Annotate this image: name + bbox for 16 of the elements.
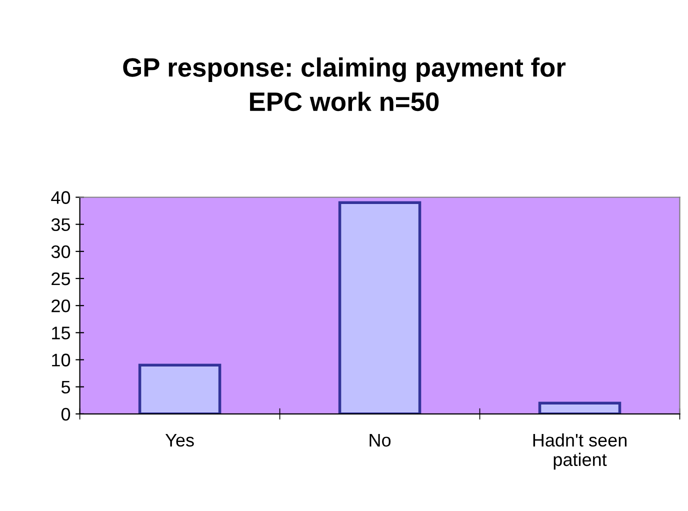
y-tick-label: 10 bbox=[52, 354, 70, 366]
x-tick-label: Hadn't seen patient bbox=[533, 433, 626, 470]
y-tick-label: 35 bbox=[51, 218, 70, 232]
x-tick-label: No bbox=[370, 434, 391, 447]
chart-title: GP response: claiming payment for EPC work n=50 bbox=[123, 57, 566, 112]
bar bbox=[138, 364, 222, 414]
bar bbox=[538, 402, 622, 414]
x-tick-label: Yes bbox=[165, 434, 194, 447]
bar bbox=[338, 201, 422, 414]
y-tick-label: 0 bbox=[61, 408, 70, 421]
y-tick-label: 5 bbox=[61, 380, 70, 394]
y-tick-label: 30 bbox=[51, 245, 70, 258]
y-tick-label: 20 bbox=[52, 300, 70, 312]
y-tick-label: 15 bbox=[52, 326, 70, 340]
y-tick-label: 25 bbox=[52, 272, 70, 286]
y-tick-label: 40 bbox=[51, 191, 70, 204]
